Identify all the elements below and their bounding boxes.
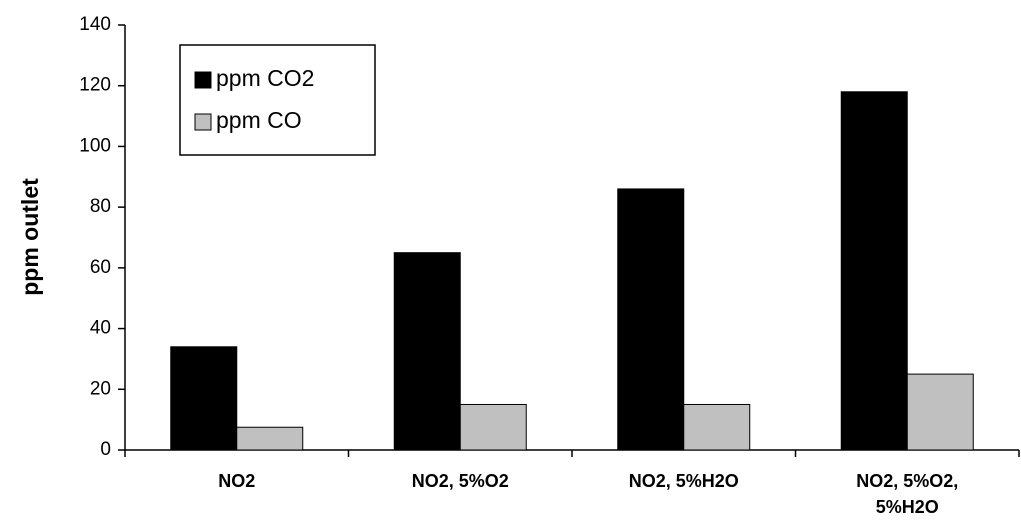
bar — [459, 403, 527, 451]
y-tick-label: 0 — [100, 439, 111, 460]
y-tick-label: 140 — [79, 14, 111, 35]
legend-label: ppm CO — [216, 107, 302, 133]
x-tick-label: NO2, 5%O2, 5%H2O — [856, 471, 959, 517]
y-tick-label: 40 — [90, 318, 111, 339]
legend-swatch — [194, 71, 212, 89]
legend-label: ppm CO2 — [216, 65, 314, 91]
legend-box — [179, 44, 376, 156]
x-tick-label: NO2 — [218, 471, 256, 491]
y-tick-label: 100 — [79, 135, 111, 156]
bar — [906, 373, 974, 451]
bar — [236, 426, 304, 451]
x-tick-label: NO2, 5%H2O — [628, 471, 739, 491]
y-axis-label: ppm outlet — [17, 178, 43, 296]
y-tick-label: 80 — [90, 196, 111, 217]
y-tick-label: 60 — [90, 257, 111, 278]
y-tick-label: 120 — [79, 75, 111, 96]
bar — [170, 346, 238, 451]
x-tick-label: NO2, 5%O2 — [411, 471, 509, 491]
bar — [393, 252, 461, 451]
legend-swatch — [194, 113, 212, 131]
y-tick-label: 20 — [90, 378, 111, 399]
bar — [617, 188, 685, 451]
bar — [683, 403, 751, 451]
bar — [840, 91, 908, 451]
